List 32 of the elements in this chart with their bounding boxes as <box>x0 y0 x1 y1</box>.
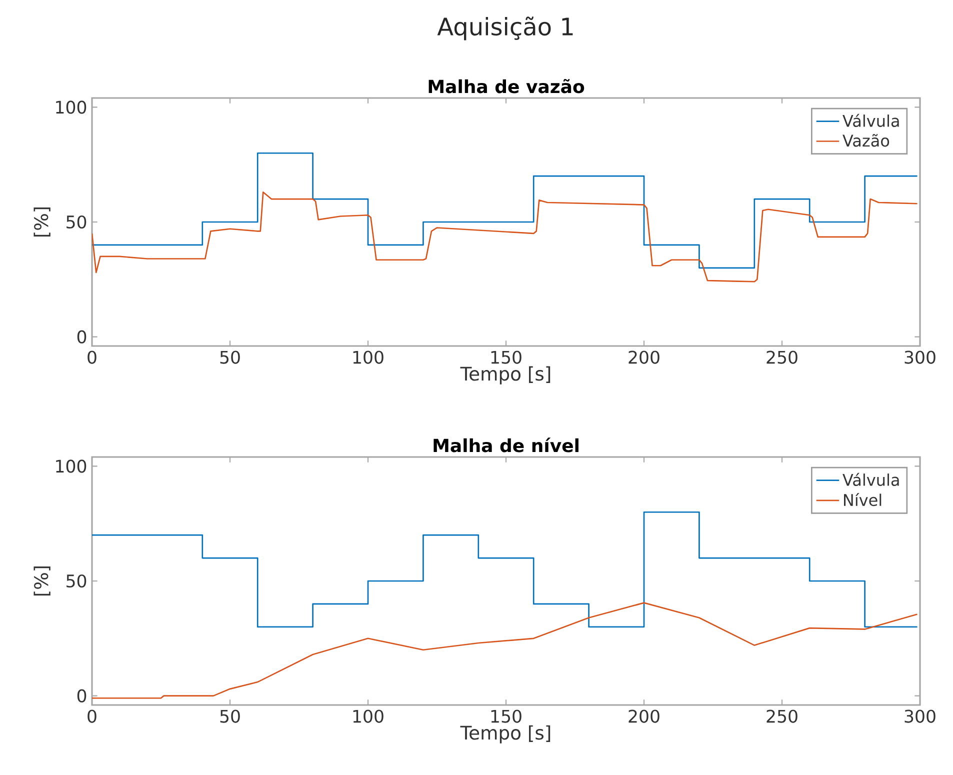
x-tick-label: 50 <box>220 710 240 723</box>
y-tick-label: 50 <box>66 215 86 229</box>
y-tick-label: 0 <box>77 689 86 702</box>
chart-title: Malha de nível <box>434 438 578 452</box>
legend-label: Válvula <box>842 114 899 127</box>
x-tick-label: 0 <box>88 350 96 364</box>
x-tick-label: 150 <box>491 710 522 723</box>
x-tick-label: 0 <box>88 710 96 723</box>
x-tick-label: 50 <box>220 350 240 364</box>
y-tick-label: 100 <box>56 460 86 473</box>
y-tick-label: 0 <box>77 330 86 344</box>
y-axis-title: [%] <box>34 566 50 596</box>
x-tick-label: 250 <box>766 350 798 364</box>
y-tick-label: 100 <box>56 100 86 114</box>
x-axis-title: Tempo [s] <box>460 366 550 384</box>
x-tick-label: 100 <box>353 710 384 723</box>
legend-label: Vazão <box>842 134 890 147</box>
x-tick-label: 300 <box>904 350 936 364</box>
y-tick-label: 50 <box>66 574 86 588</box>
legend-label: Nível <box>844 493 882 506</box>
legend-label: Válvula <box>842 472 899 486</box>
x-tick-label: 100 <box>353 350 384 364</box>
chart-title: Aquisição 1 <box>437 16 573 40</box>
x-tick-label: 150 <box>491 350 522 364</box>
x-tick-label: 200 <box>628 710 660 723</box>
line-series <box>92 602 918 699</box>
x-tick-label: 300 <box>904 710 936 723</box>
x-axis-title: Tempo [s] <box>460 725 550 744</box>
x-tick-label: 250 <box>766 710 798 723</box>
x-tick-label: 200 <box>628 350 660 364</box>
chart-subtitle: Malha de vazão <box>428 79 584 94</box>
y-axis-title: [%] <box>34 207 50 237</box>
